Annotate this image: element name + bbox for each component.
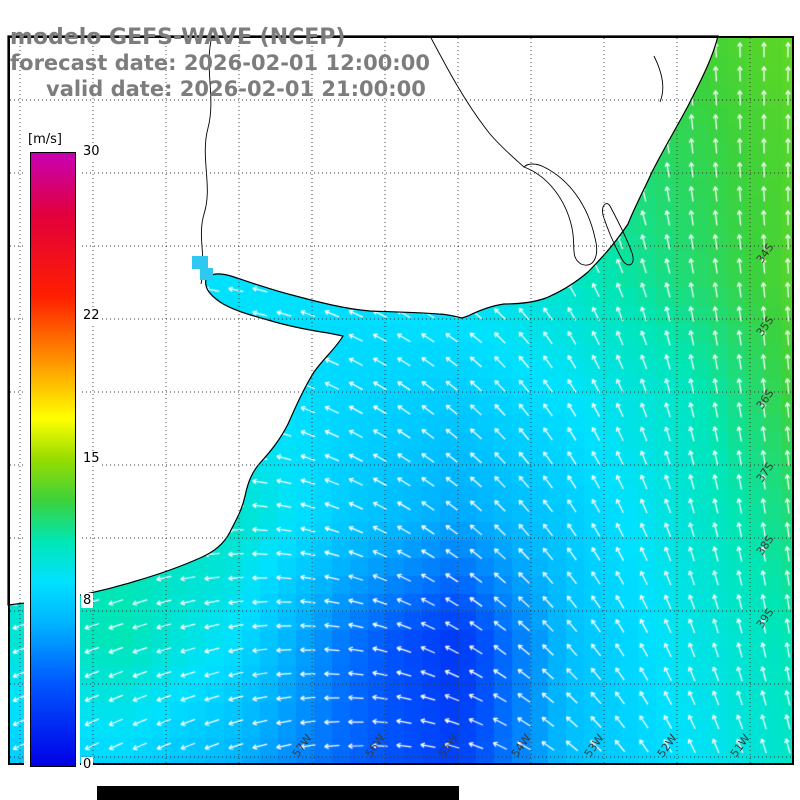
colorbar-tick-label: 30 [81, 144, 102, 159]
colorbar-tick-label: 22 [81, 307, 102, 323]
land-coastline [7, 35, 719, 606]
inland-water [192, 256, 208, 269]
colorbar-unit-label: [m/s] [26, 132, 64, 147]
title-forecast-date: forecast date: 2026-02-01 12:00:00 [10, 51, 430, 75]
map-frame [8, 36, 794, 765]
inland-line [429, 35, 525, 168]
latlon-grid-lines [10, 38, 792, 763]
inland-line [200, 35, 213, 285]
inland-water-patches [192, 256, 213, 280]
colorbar-tick-label: 8 [81, 593, 94, 609]
inland-line [523, 163, 598, 266]
inland-water [200, 268, 213, 280]
colorbar-gradient [30, 152, 76, 767]
colorbar-tick-label: 15 [81, 450, 102, 466]
inland-borders-rivers [200, 35, 664, 285]
title-model: modelo GEFS-WAVE (NCEP) [10, 25, 346, 50]
footer-bar [97, 786, 459, 800]
colorbar-tick-label: 0 [81, 757, 94, 772]
title-valid-date: valid date: 2026-02-01 21:00:00 [46, 77, 426, 101]
inland-line [602, 203, 634, 266]
inland-line [653, 55, 664, 103]
